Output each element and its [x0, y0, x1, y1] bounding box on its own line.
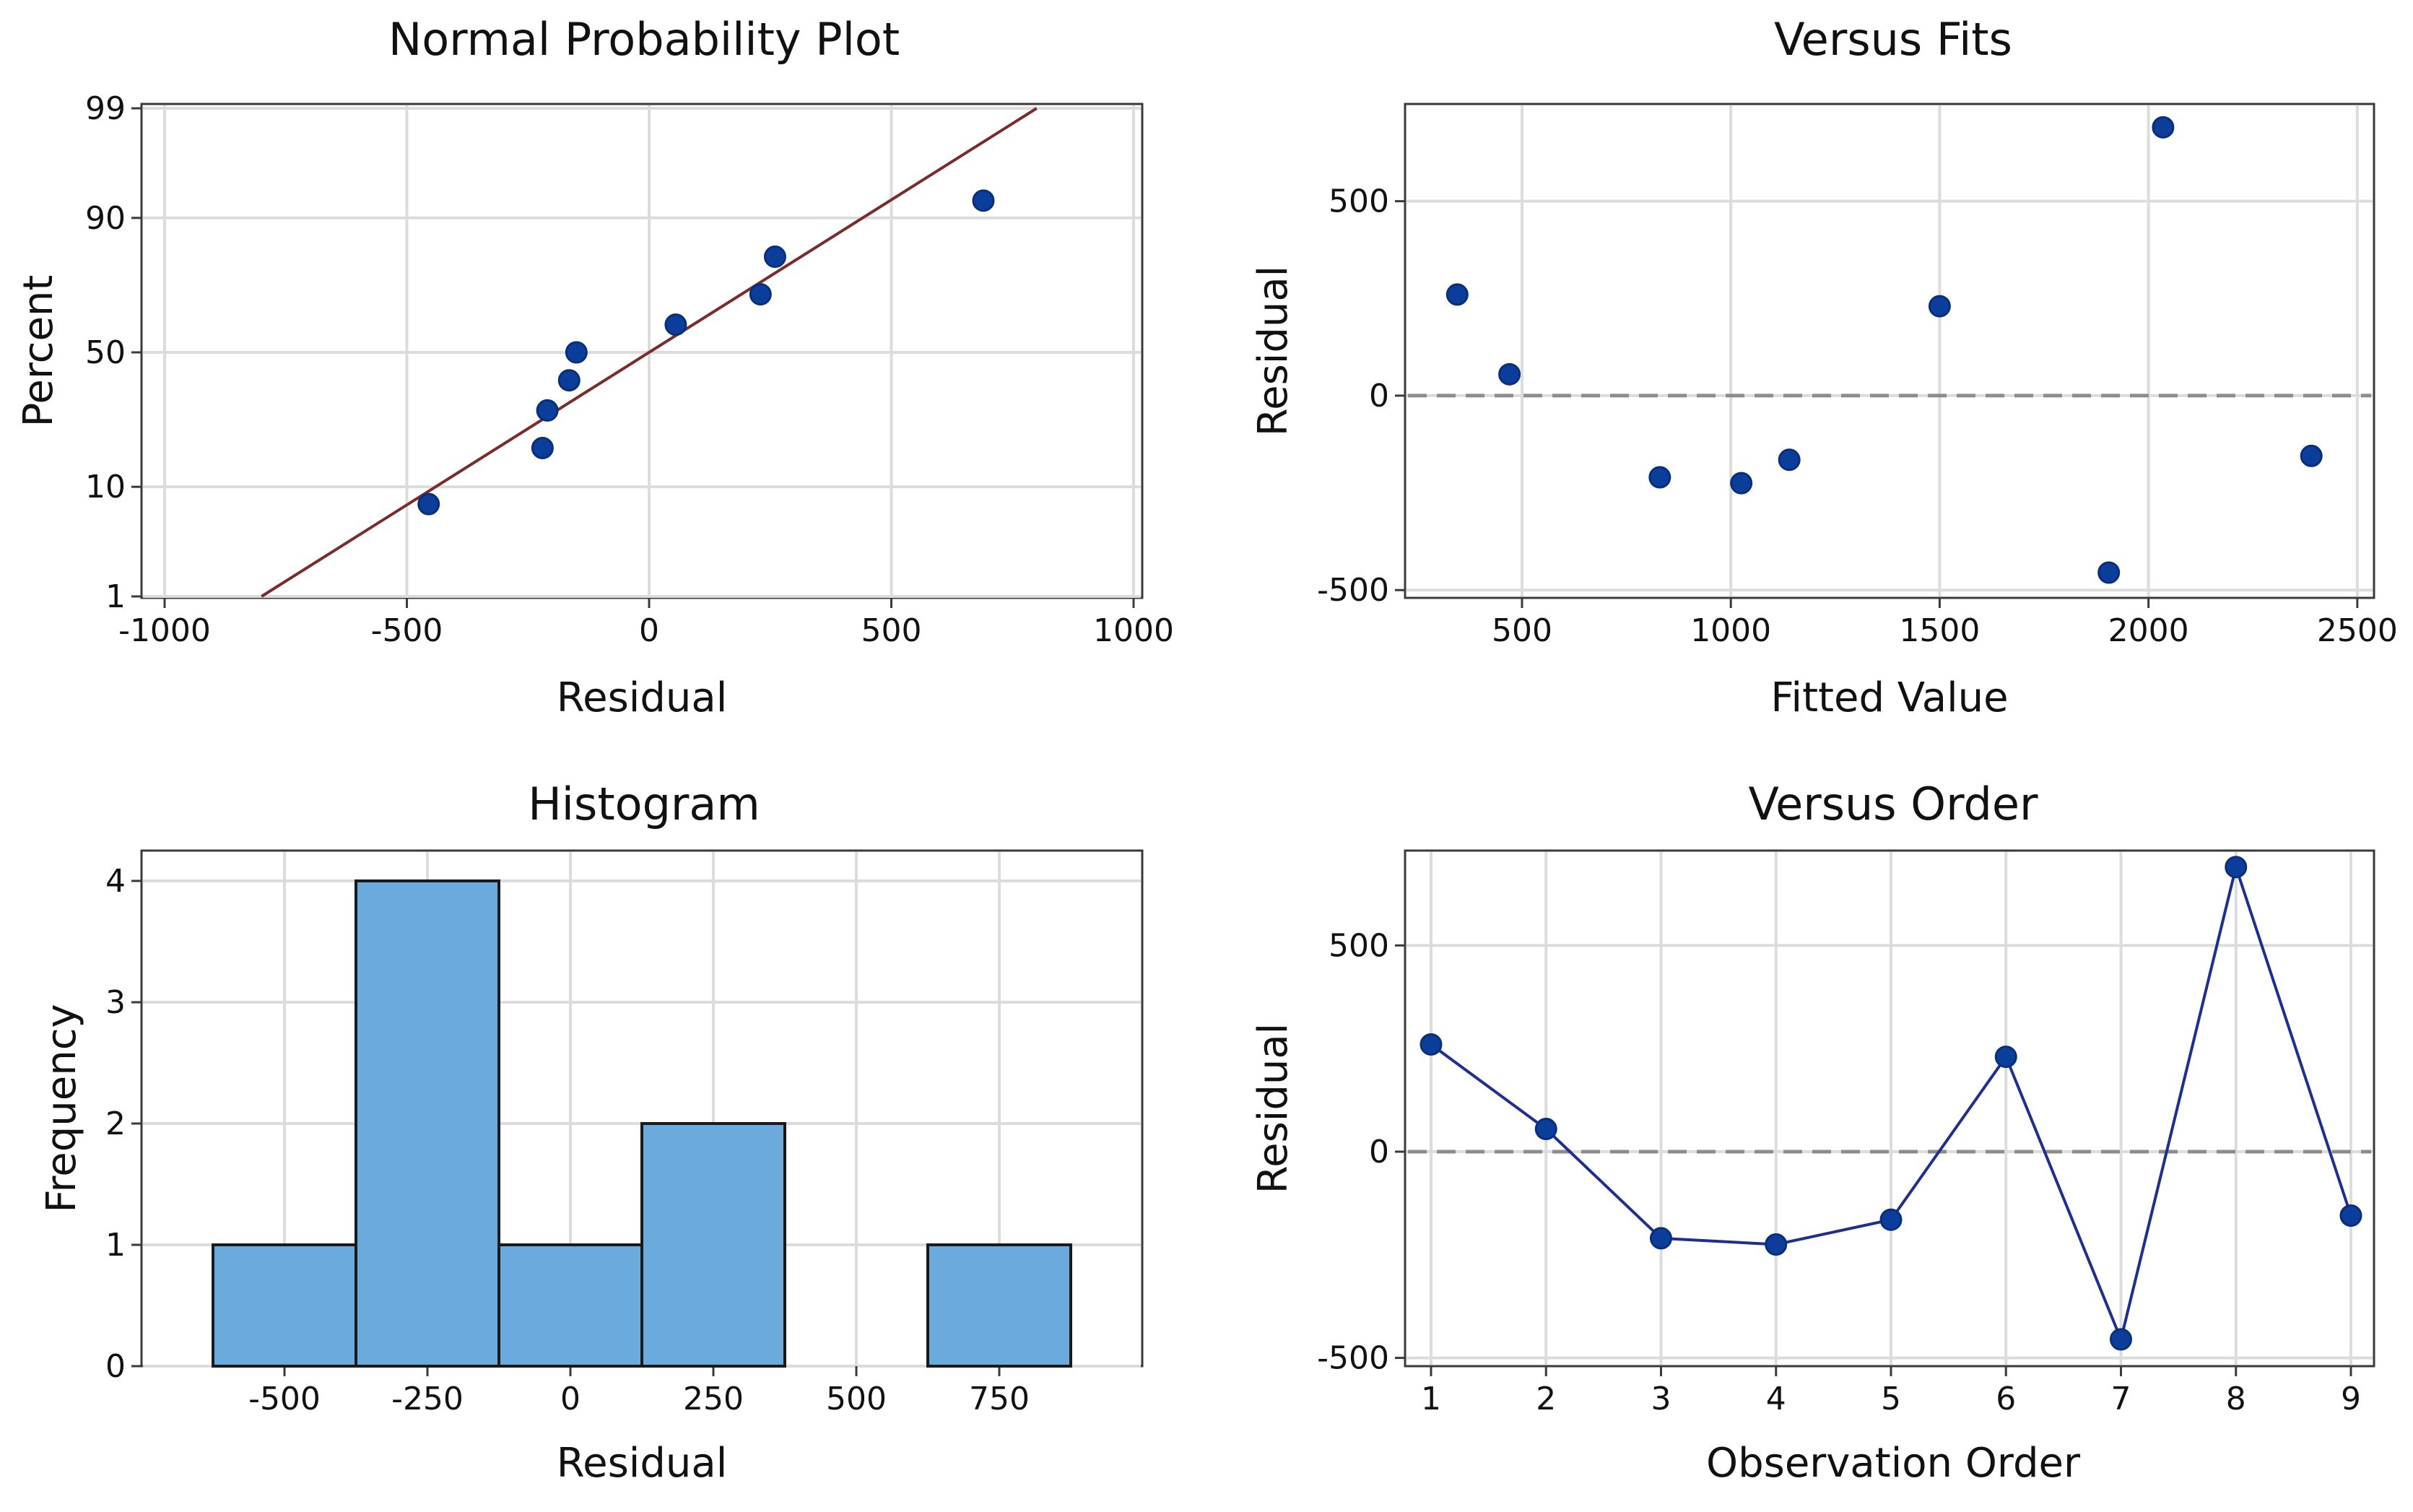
x-tick-label: -500 [248, 1381, 321, 1417]
x-tick-label: -250 [391, 1381, 464, 1417]
y-tick-label: -500 [1317, 572, 1389, 609]
x-tick-label: 0 [639, 612, 659, 649]
x-tick-label: 1000 [1690, 612, 1771, 649]
versus-fits-ylabel: Residual [1250, 266, 1297, 437]
x-tick-label: 2500 [2317, 612, 2398, 649]
versus-order-ylabel: Residual [1250, 1023, 1297, 1194]
data-point [1498, 362, 1521, 386]
data-point [2110, 1328, 2132, 1351]
versus-order-title: Versus Order [1748, 778, 2038, 830]
versus-fits-xlabel: Fitted Value [1770, 674, 2008, 721]
data-point [1445, 283, 1469, 306]
y-tick-label: 1 [105, 578, 126, 615]
fit-line [261, 107, 1038, 598]
y-tick-label: 90 [85, 200, 126, 237]
data-point [763, 246, 786, 269]
x-tick-label: 250 [683, 1381, 744, 1417]
x-tick-label: 2000 [2108, 612, 2189, 649]
histogram-panel: Histogram -500 -250 0 250 500 750 0 1 2 3 4 Residu… [38, 778, 1144, 1487]
x-tick-label: 7 [2111, 1381, 2131, 1417]
x-tick-label: 6 [1996, 1381, 2016, 1417]
data-point [2225, 856, 2248, 879]
versus-fits-panel: Versus Fits 500 1000 1500 2000 2500-5000500 … [1250, 13, 2398, 721]
y-tick-label: 10 [85, 469, 126, 505]
histogram-ylabel: Frequency [38, 1004, 85, 1212]
normal-probability-xlabel: Residual [557, 674, 728, 721]
y-tick-label: 1 [105, 1227, 126, 1264]
data-point [1879, 1208, 1903, 1231]
x-tick-label: 1500 [1899, 612, 1980, 649]
data-point [1778, 448, 1801, 472]
data-point [972, 189, 995, 212]
data-point [1730, 472, 1753, 495]
versus-order-xlabel: Observation Order [1706, 1440, 2081, 1487]
y-tick-label: 0 [105, 1348, 126, 1385]
x-tick-label: 3 [1651, 1381, 1671, 1417]
versus-fits-frame [1404, 103, 2375, 599]
x-tick-label: -1000 [118, 612, 211, 649]
data-point [1994, 1046, 2017, 1069]
data-point [2097, 561, 2121, 584]
y-tick-label: 3 [105, 984, 126, 1021]
data-point [557, 369, 581, 392]
data-point [1534, 1118, 1557, 1141]
x-tick-label: 4 [1766, 1381, 1786, 1417]
histogram-bar [926, 1243, 1072, 1368]
y-tick-label: 4 [105, 863, 126, 900]
versus-order-panel: Versus Order 1 2 3 4 5 6 7 8 9 -500 0 500 Observati… [1250, 778, 2375, 1487]
y-tick-label: 0 [1369, 1134, 1389, 1170]
data-point [417, 492, 440, 516]
data-point [1419, 1033, 1443, 1056]
histogram-bar [355, 879, 500, 1368]
x-tick-label: 0 [560, 1381, 581, 1417]
normal-probability-panel: Normal Probability Plot -1000 -500 0 500 100… [15, 13, 1174, 721]
y-tick-label: 500 [1329, 927, 1389, 964]
normal-probability-ylabel: Percent [15, 275, 62, 427]
versus-fits-title: Versus Fits [1774, 13, 2012, 66]
y-tick-label: 99 [85, 90, 126, 127]
data-point [1928, 295, 1951, 318]
y-tick-label: 50 [85, 334, 126, 371]
x-tick-label: 9 [2341, 1381, 2361, 1417]
y-tick-label: 0 [1369, 378, 1389, 414]
x-tick-label: 1000 [1093, 612, 1174, 649]
data-point [565, 341, 588, 364]
histogram-bar [497, 1243, 643, 1368]
data-point [2300, 444, 2323, 467]
x-tick-label: 2 [1536, 1381, 1556, 1417]
y-tick-label: -500 [1317, 1340, 1389, 1377]
histogram-title: Histogram [528, 778, 760, 830]
data-point [749, 283, 772, 306]
data-point [536, 399, 559, 422]
data-point [2152, 116, 2175, 139]
data-point [1650, 1227, 1672, 1250]
data-point [1648, 466, 1671, 489]
x-tick-label: 8 [2226, 1381, 2246, 1417]
data-point [1765, 1233, 1788, 1256]
histogram-bar [640, 1122, 786, 1368]
x-tick-label: 5 [1881, 1381, 1901, 1417]
data-point [531, 436, 554, 459]
histogram-bar [212, 1243, 357, 1368]
x-tick-label: 500 [826, 1381, 887, 1417]
x-tick-label: 1 [1421, 1381, 1441, 1417]
normal-probability-title: Normal Probability Plot [388, 13, 900, 66]
y-tick-label: 500 [1329, 183, 1389, 220]
data-point [2339, 1204, 2362, 1228]
histogram-xlabel: Residual [557, 1440, 728, 1487]
x-tick-label: 750 [969, 1381, 1030, 1417]
y-tick-label: 2 [105, 1105, 126, 1142]
x-tick-label: -500 [371, 612, 443, 649]
x-tick-label: 500 [861, 612, 922, 649]
x-tick-label: 500 [1492, 612, 1552, 649]
data-point [664, 313, 687, 336]
